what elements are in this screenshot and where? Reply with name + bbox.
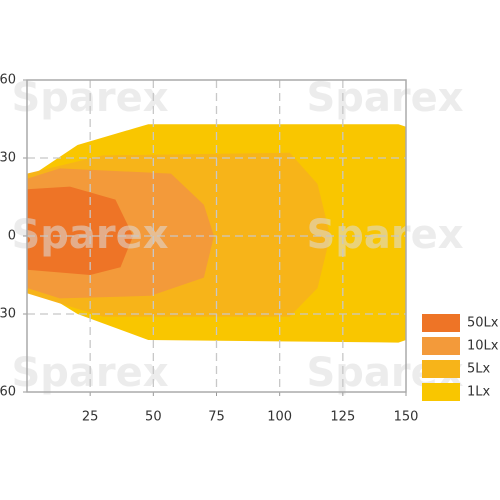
legend-swatch	[422, 360, 460, 378]
legend-swatch	[422, 383, 460, 401]
legend-label: 10Lx	[467, 339, 499, 354]
watermark: Sparex	[306, 75, 463, 121]
y-tick-label: 30	[0, 307, 16, 322]
x-tick-label: 50	[145, 410, 162, 425]
legend-label: 5Lx	[467, 362, 491, 377]
legend-label: 1Lx	[467, 385, 491, 400]
x-tick-label: 100	[267, 410, 292, 425]
watermark: Sparex	[306, 212, 463, 258]
plot-border	[26, 79, 407, 393]
x-tick-label: 125	[330, 410, 355, 425]
x-tick-label: 25	[82, 410, 99, 425]
legend-swatch	[422, 337, 460, 355]
y-tick-label: 0	[8, 229, 16, 244]
y-tick-label: 60	[0, 385, 16, 400]
legend-swatch	[422, 314, 460, 332]
x-tick-label: 75	[208, 410, 225, 425]
isolux-area	[27, 186, 134, 275]
y-tick-label: 60	[0, 73, 16, 88]
legend-label: 50Lx	[467, 316, 499, 331]
y-tick-label: 30	[0, 151, 16, 166]
x-tick-label: 150	[394, 410, 419, 425]
